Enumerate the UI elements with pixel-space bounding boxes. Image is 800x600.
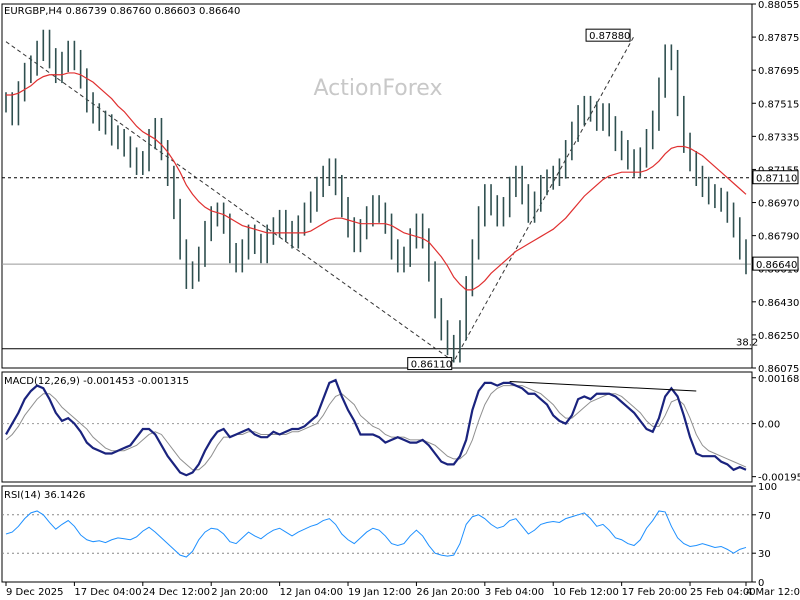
rsi-axis-label: 30 (758, 549, 771, 560)
macd-panel-title: MACD(12,26,9) -0.001453 -0.001315 (4, 376, 189, 387)
rsi-axis-label: 70 (758, 511, 771, 522)
time-axis-label: 10 Feb 12:00 (553, 587, 619, 598)
time-axis-label: 3 Feb 04:00 (485, 587, 544, 598)
price-axis-label: 0.87875 (758, 33, 799, 44)
time-axis-label: 26 Jan 20:00 (416, 587, 479, 598)
rsi-panel-title: RSI(14) 36.1426 (4, 490, 85, 501)
price-tag-label: 0.87110 (756, 174, 797, 185)
price-axis-label: 0.87515 (758, 99, 799, 110)
swing-low-box (407, 357, 453, 371)
price-axis-label: 0.87695 (758, 66, 799, 77)
time-axis-label: 25 Feb 04:00 (690, 587, 756, 598)
macd-divergence-line (509, 381, 697, 392)
macd-axis-label: 0.00 (758, 420, 780, 431)
macd-panel-frame (1, 371, 753, 483)
price-axis-label: 0.86075 (758, 364, 799, 375)
rsi-axis-label: 0 (758, 578, 764, 589)
fib-382-label: 38.2 (736, 338, 758, 349)
price-tag-box (752, 170, 799, 185)
swing-low-label: 0.86110 (411, 360, 452, 371)
time-axis-label: 19 Jan 12:00 (348, 587, 411, 598)
moving-average-line (6, 72, 747, 291)
rsi-panel-frame (1, 485, 753, 583)
time-axis-label: 9 Dec 2025 (6, 587, 64, 598)
price-axis-label: 0.86250 (758, 331, 799, 342)
price-panel-title: EURGBP,H4 0.86739 0.86760 0.86603 0.8664… (4, 6, 240, 17)
rsi-line (5, 510, 747, 558)
price-axis-label: 0.87335 (758, 132, 799, 143)
price-axis-label: 0.86430 (758, 298, 799, 309)
rsi-panel: 100 70 30 0 (1, 482, 777, 589)
price-axis-label: 0.86970 (758, 199, 799, 210)
time-axis-label: 12 Jan 04:00 (280, 587, 343, 598)
price-axis-label: 0.88055 (758, 0, 799, 11)
macd-axis-label: 0.001688 (758, 374, 800, 385)
time-axis-label: 2 Jan 20:00 (211, 587, 268, 598)
macd-panel: 0.001688 0.00 -0.001953 (1, 371, 800, 484)
time-axis-label: 24 Dec 12:00 (143, 587, 210, 598)
price-tag-box (752, 256, 799, 271)
watermark-text: ActionForex (314, 76, 443, 101)
swing-high-box (585, 28, 631, 42)
macd-axis-label: -0.001953 (758, 473, 800, 484)
time-axis-label: 4 Mar 12:00 (746, 587, 800, 598)
time-axis-label: 17 Feb 20:00 (622, 587, 688, 598)
macd-signal-line (5, 385, 747, 471)
swing-high-label: 0.87880 (589, 31, 630, 42)
time-axis: 9 Dec 2025 17 Dec 04:00 24 Dec 12:00 2 Jan … (5, 582, 800, 598)
price-panel: 0.88055 0.87875 0.87695 0.87515 0.87335 0.871… (1, 0, 799, 375)
price-axis-label: 0.86790 (758, 232, 799, 243)
price-panel-frame (1, 3, 753, 369)
time-axis-label: 17 Dec 04:00 (74, 587, 141, 598)
macd-main-line (5, 378, 747, 477)
rsi-axis-label: 100 (758, 482, 777, 493)
price-tag-label: 0.86640 (756, 260, 797, 271)
